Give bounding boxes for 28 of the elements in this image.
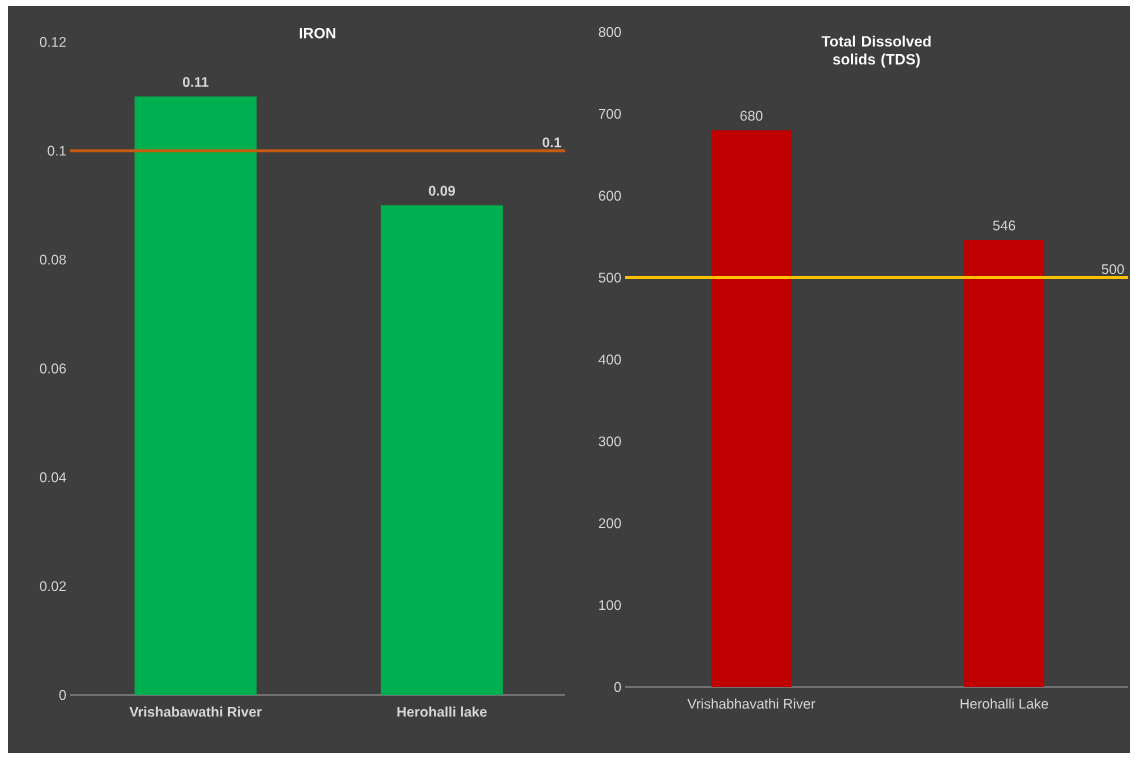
y-tick-label: 0.1 — [47, 145, 66, 156]
y-tick-label: 600 — [598, 190, 621, 201]
data-label: 680 — [740, 110, 763, 121]
y-tick-label: 0.04 — [39, 472, 67, 483]
y-tick-label: 0 — [59, 690, 66, 700]
y-tick-label: 300 — [598, 436, 621, 447]
ref-line-label: 500 — [1101, 264, 1124, 275]
data-label: 0.09 — [428, 185, 455, 196]
x-tick-label: Vrishabhavathi River — [687, 698, 816, 709]
y-tick-label: 200 — [598, 518, 621, 529]
chart-title: IRON — [299, 27, 336, 39]
y-tick-label: 400 — [598, 354, 621, 365]
y-tick-label: 0.08 — [39, 254, 66, 265]
data-label: 0.11 — [182, 76, 209, 87]
text: Total Dissolved solids (TDS) — [821, 35, 931, 68]
y-tick-label: 0.06 — [39, 363, 66, 374]
y-tick-label: 0.12 — [39, 37, 66, 47]
y-tick-label: 100 — [599, 600, 621, 611]
y-tick-label: 700 — [598, 108, 621, 119]
y-tick-label: 0 — [614, 682, 621, 692]
y-tick-label: 500 — [598, 272, 621, 283]
x-tick-label: Herohalli Lake — [960, 698, 1049, 709]
y-tick-label: 800 — [598, 27, 621, 37]
ref-line-label: 0.1 — [542, 137, 562, 148]
y-tick-label: 0.02 — [39, 581, 66, 592]
x-tick-label: Herohalli lake — [397, 706, 487, 717]
x-tick-label: Vrishabawathi River — [129, 706, 262, 717]
data-label: 546 — [993, 220, 1016, 231]
